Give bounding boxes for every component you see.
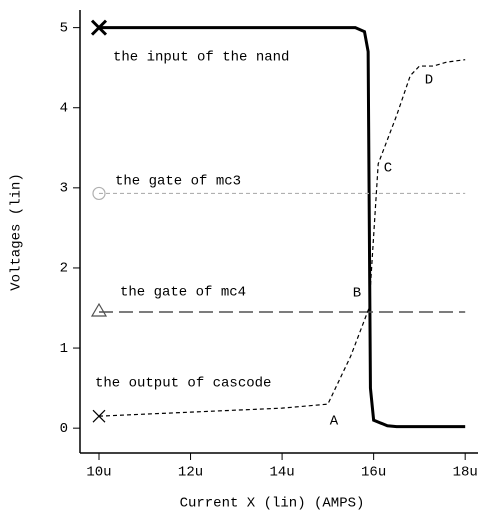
series-label: the gate of mc4 bbox=[120, 285, 246, 301]
annotation: D bbox=[425, 73, 433, 89]
x-axis-label: Current X (lin) (AMPS) bbox=[180, 496, 365, 512]
series-marker bbox=[92, 409, 106, 423]
x-tick-label: 10u bbox=[86, 465, 111, 481]
x-tick-label: 18u bbox=[453, 465, 478, 481]
y-tick-label: 5 bbox=[60, 20, 68, 36]
series-label: the gate of mc3 bbox=[115, 174, 241, 190]
y-tick-label: 0 bbox=[60, 421, 68, 437]
y-axis-label: Voltages (lin) bbox=[9, 173, 25, 291]
y-tick-label: 4 bbox=[60, 100, 68, 116]
x-tick-label: 14u bbox=[269, 465, 294, 481]
series-marker bbox=[90, 19, 108, 36]
series-marker bbox=[92, 186, 106, 201]
series-line bbox=[98, 59, 466, 417]
x-tick-label: 12u bbox=[178, 465, 203, 481]
y-tick-label: 1 bbox=[60, 341, 68, 357]
series-label: the output of cascode bbox=[95, 376, 271, 392]
annotation: B bbox=[353, 286, 361, 302]
y-tick-label: 3 bbox=[60, 181, 68, 197]
series-label: the input of the nand bbox=[113, 50, 289, 66]
x-tick-label: 16u bbox=[361, 465, 386, 481]
y-tick-label: 2 bbox=[60, 261, 68, 277]
annotation: C bbox=[384, 161, 392, 177]
series-marker bbox=[90, 302, 108, 317]
annotation: A bbox=[330, 414, 339, 430]
